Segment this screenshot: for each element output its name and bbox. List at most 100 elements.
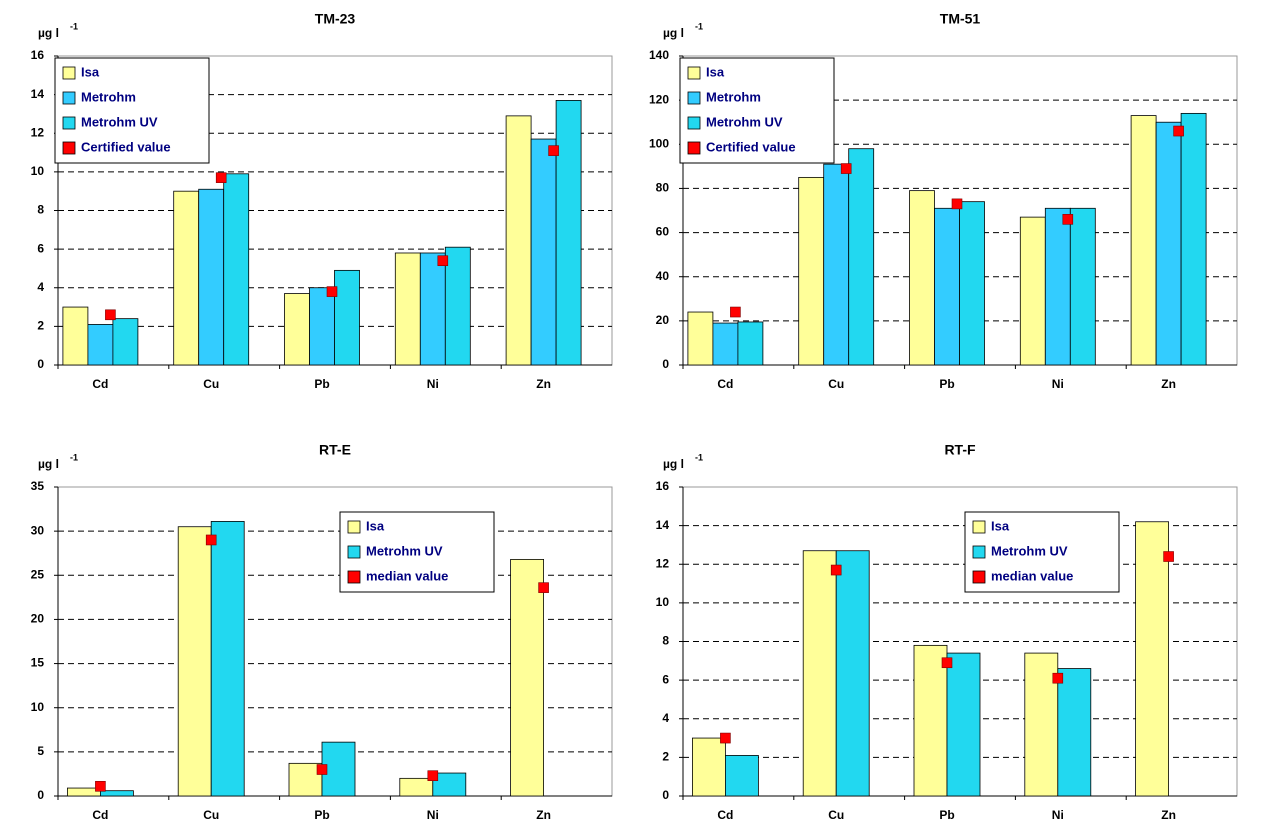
y-tick-label: 140 (649, 48, 669, 62)
bar (909, 190, 935, 366)
y-axis-label-sup: -1 (70, 452, 78, 462)
legend-box (679, 57, 835, 164)
y-axis-label-sup: -1 (695, 21, 703, 31)
legend-swatch (687, 91, 701, 105)
marker (720, 732, 731, 744)
marker (538, 582, 549, 593)
legend-swatch (347, 520, 361, 534)
marker (215, 172, 227, 183)
marker (830, 564, 842, 576)
legend-swatch (687, 116, 701, 130)
legend: Isa Metrohm UV median value (339, 511, 495, 593)
y-tick-label: 80 (656, 181, 670, 195)
legend-label: Isa (366, 518, 385, 533)
bar (530, 138, 557, 366)
bar (1044, 207, 1071, 366)
chart-title: TM-51 (940, 11, 981, 27)
legend-swatch (62, 66, 76, 80)
chart: RT-E µg l -1 0 5 10 15 20 25 30 35 Cd Cu Pb Ni Zn Isa Met… (31, 442, 613, 822)
y-axis-label: µg l (38, 457, 59, 471)
x-tick-label: Zn (536, 808, 551, 822)
legend-label: Certified value (706, 139, 796, 154)
y-tick-label: 8 (37, 203, 44, 217)
y-tick-label: 60 (656, 225, 670, 239)
legend-label: Metrohm (706, 89, 761, 104)
y-tick-label: 6 (662, 672, 669, 686)
bar (87, 324, 114, 366)
marker (1062, 214, 1074, 225)
marker (730, 306, 741, 318)
legend-label: Metrohm UV (366, 543, 443, 558)
legend-swatch (62, 91, 76, 105)
x-tick-label: Cd (92, 808, 108, 822)
y-axis-label: µg l (38, 26, 59, 40)
legend-swatch (62, 141, 76, 155)
chart: TM-23 µg l -1 0 2 4 6 8 10 12 14 16 Cd Cu Pb Ni Zn Isa Met… (31, 11, 613, 391)
bar (100, 790, 134, 797)
bar (432, 772, 467, 797)
bar (737, 321, 764, 366)
legend-label: Metrohm (81, 89, 136, 104)
legend-swatch (62, 116, 76, 130)
marker (941, 657, 953, 669)
legend: Isa Metrohm Metrohm UV Certified value (54, 57, 210, 164)
y-tick-label: 5 (37, 744, 44, 758)
y-axis-label-sup: -1 (70, 21, 78, 31)
y-tick-label: 100 (649, 136, 669, 150)
legend-label: Isa (706, 64, 725, 79)
y-tick-label: 10 (31, 164, 45, 178)
y-tick-label: 14 (31, 87, 45, 101)
legend-box (339, 511, 495, 593)
bar (505, 115, 532, 366)
chart: TM-51 µg l -1 0 20 40 60 80 100 120 140 Cd Cu Pb Ni Zn I… (649, 11, 1238, 391)
bar (510, 558, 545, 797)
bar (1180, 112, 1207, 366)
bar (321, 741, 356, 797)
y-tick-label: 20 (656, 313, 670, 327)
y-tick-label: 4 (662, 711, 669, 725)
marker (427, 770, 439, 781)
bar (712, 322, 739, 366)
bar (198, 188, 225, 366)
y-axis-label: µg l (663, 457, 684, 471)
marker (437, 255, 449, 267)
legend-swatch (687, 66, 701, 80)
x-tick-label: Cd (92, 377, 108, 391)
x-tick-label: Zn (1161, 808, 1176, 822)
bar (334, 269, 360, 366)
y-tick-label: 16 (31, 48, 45, 62)
legend-label: Isa (81, 64, 100, 79)
marker (951, 198, 963, 210)
legend-label: Isa (991, 518, 1010, 533)
y-tick-label: 14 (656, 518, 670, 532)
legend-swatch (972, 570, 986, 584)
x-tick-label: Ni (1052, 377, 1064, 391)
legend-label: median value (366, 568, 448, 583)
legend-swatch (347, 545, 361, 559)
legend: Isa Metrohm Metrohm UV Certified value (679, 57, 835, 164)
bar (1069, 207, 1096, 366)
y-axis-label: µg l (663, 26, 684, 40)
y-tick-label: 120 (649, 92, 669, 106)
legend: Isa Metrohm UV median value (964, 511, 1120, 593)
chart-title: RT-E (319, 442, 351, 458)
y-tick-label: 30 (31, 523, 45, 537)
bar (284, 293, 310, 366)
marker (95, 780, 106, 792)
x-tick-label: Cu (203, 377, 219, 391)
bar (692, 737, 726, 797)
bar (946, 652, 981, 797)
y-tick-label: 2 (662, 750, 669, 764)
bar (177, 526, 212, 797)
bar (419, 252, 446, 366)
marker (1052, 672, 1064, 684)
bar (444, 246, 471, 366)
x-tick-label: Cu (203, 808, 219, 822)
x-tick-label: Cu (828, 808, 844, 822)
chart-title: RT-F (944, 442, 976, 458)
marker (105, 309, 116, 321)
legend-swatch (972, 520, 986, 534)
legend-label: Certified value (81, 139, 171, 154)
bar (1155, 121, 1182, 366)
